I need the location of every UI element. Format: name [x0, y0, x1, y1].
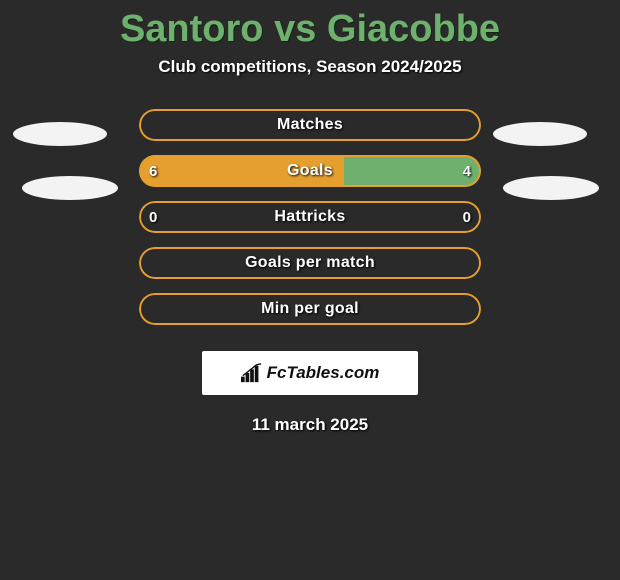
- stat-row: Goals per match: [0, 247, 620, 293]
- stat-row: Hattricks0 0: [0, 201, 620, 247]
- stat-value-left: 0: [149, 201, 157, 233]
- stat-bar: Min per goal: [139, 293, 481, 325]
- infographic-root: Santoro vs Giacobbe Club competitions, S…: [0, 0, 620, 580]
- stat-label: Goals: [139, 155, 481, 187]
- stat-bar: Goals6 4: [139, 155, 481, 187]
- stat-bar: Matches: [139, 109, 481, 141]
- stat-value-right: 0: [463, 201, 471, 233]
- stat-value-right: 4: [463, 155, 471, 187]
- date-label: 11 march 2025: [0, 415, 620, 435]
- stat-value-left: 6: [149, 155, 157, 187]
- stat-label: Hattricks: [139, 201, 481, 233]
- stat-label: Goals per match: [139, 247, 481, 279]
- source-badge: FcTables.com: [202, 351, 418, 395]
- stat-bar: Goals per match: [139, 247, 481, 279]
- stat-label: Matches: [139, 109, 481, 141]
- stat-row: Goals6 4: [0, 155, 620, 201]
- bars-icon: [241, 363, 263, 383]
- page-title: Santoro vs Giacobbe: [0, 0, 620, 51]
- stat-bar: Hattricks0 0: [139, 201, 481, 233]
- subtitle: Club competitions, Season 2024/2025: [0, 57, 620, 77]
- stat-row: Matches: [0, 109, 620, 155]
- stat-row: Min per goal: [0, 293, 620, 339]
- stat-label: Min per goal: [139, 293, 481, 325]
- stat-rows: Matches Goals6 4 Hattricks0 0 Goals per match…: [0, 109, 620, 339]
- badge-text: FcTables.com: [267, 363, 380, 383]
